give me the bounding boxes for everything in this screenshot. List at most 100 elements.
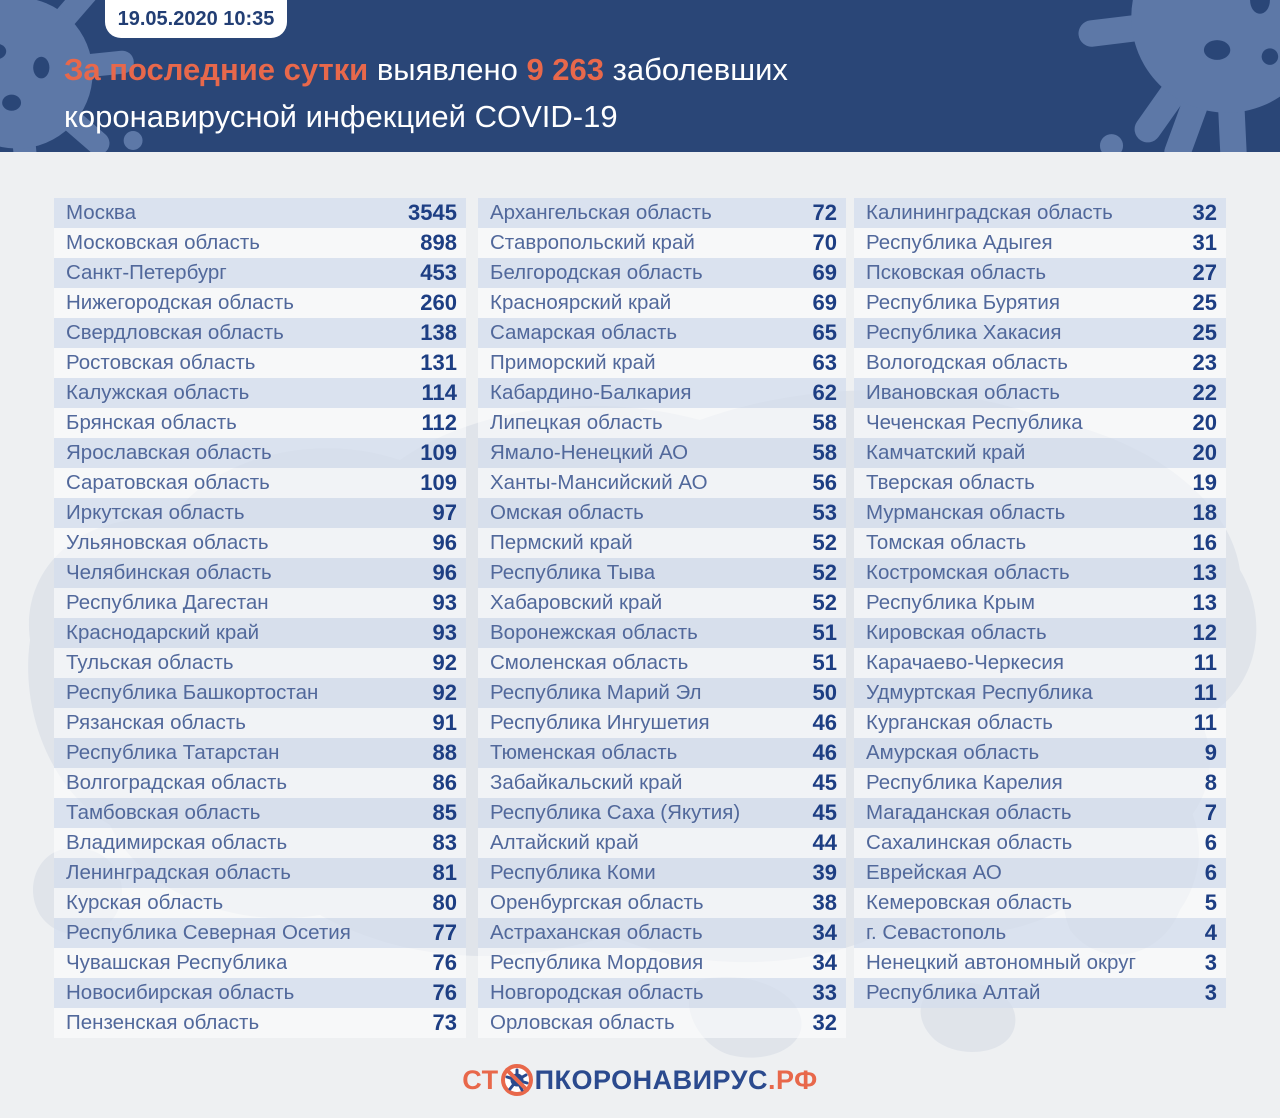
- region-name: Ставропольский край: [490, 231, 695, 254]
- region-value: 97: [432, 500, 457, 525]
- table-row: Республика Хакасия 25: [854, 318, 1226, 348]
- table-row: Пермский край 52: [478, 528, 846, 558]
- region-name: Приморский край: [490, 351, 656, 374]
- region-name: Ямало-Ненецкий АО: [490, 441, 689, 464]
- region-value: 5: [1204, 890, 1217, 915]
- region-name: Республика Северная Осетия: [66, 921, 351, 944]
- table-row: Республика Северная Осетия 77: [54, 918, 466, 948]
- table-row: Орловская область 32: [478, 1008, 846, 1038]
- table-row: Калужская область 114: [54, 378, 466, 408]
- region-value: 92: [432, 680, 457, 705]
- logo-mid: ПКОРОНАВИРУС: [534, 1064, 768, 1095]
- region-name: Республика Крым: [866, 591, 1035, 614]
- region-value: 109: [420, 440, 457, 465]
- region-name: Новосибирская область: [66, 981, 295, 1004]
- table-row: Республика Саха (Якутия) 45: [478, 798, 846, 828]
- table-row: Сахалинская область 6: [854, 828, 1226, 858]
- region-name: Чеченская Республика: [866, 411, 1083, 434]
- region-name: Рязанская область: [66, 711, 246, 734]
- table-row: Республика Карелия 8: [854, 768, 1226, 798]
- title-line2: коронавирусной инфекцией COVID-19: [64, 99, 618, 134]
- region-name: Сахалинская область: [866, 831, 1073, 854]
- table-row: Ростовская область 131: [54, 348, 466, 378]
- region-value: 45: [812, 770, 837, 795]
- region-value: 77: [432, 920, 457, 945]
- region-value: 72: [812, 200, 837, 225]
- region-value: 51: [812, 650, 837, 675]
- table-column-3: Калининградская область 32 Республика Адыг…: [854, 198, 1226, 1008]
- region-value: 46: [812, 710, 837, 735]
- region-value: 52: [812, 530, 837, 555]
- region-name: Санкт-Петербург: [66, 261, 227, 284]
- region-name: Республика Татарстан: [66, 741, 280, 764]
- region-value: 34: [812, 920, 837, 945]
- table-row: Калининградская область 32: [854, 198, 1226, 228]
- table-row: г. Севастополь 4: [854, 918, 1226, 948]
- table-row: Воронежская область 51: [478, 618, 846, 648]
- region-value: 56: [812, 470, 837, 495]
- region-name: Московская область: [66, 231, 260, 254]
- region-name: Астраханская область: [490, 921, 703, 944]
- table-row: Санкт-Петербург 453: [54, 258, 466, 288]
- table-row: Республика Башкортостан 92: [54, 678, 466, 708]
- region-value: 131: [420, 350, 457, 375]
- table-row: Еврейская АО 6: [854, 858, 1226, 888]
- region-name: Воронежская область: [490, 621, 698, 644]
- title-accent-period: За последние сутки: [64, 52, 369, 87]
- table-row: Ярославская область 109: [54, 438, 466, 468]
- table-row: Ленинградская область 81: [54, 858, 466, 888]
- table-row: Республика Тыва 52: [478, 558, 846, 588]
- region-value: 898: [420, 230, 457, 255]
- region-value: 58: [812, 410, 837, 435]
- region-value: 112: [421, 410, 458, 435]
- region-value: 93: [432, 590, 457, 615]
- region-value: 91: [432, 710, 457, 735]
- table-column-1: Москва 3545 Московская область 898 Санкт-Пет…: [54, 198, 466, 1038]
- region-value: 32: [1192, 200, 1217, 225]
- table-row: Омская область 53: [478, 498, 846, 528]
- table-row: Республика Марий Эл 50: [478, 678, 846, 708]
- region-name: Камчатский край: [866, 441, 1026, 464]
- table-row: Курганская область 11: [854, 708, 1226, 738]
- region-name: Удмуртская Республика: [866, 681, 1093, 704]
- region-name: Калужская область: [66, 381, 250, 404]
- table-row: Ставропольский край 70: [478, 228, 846, 258]
- region-name: Пензенская область: [66, 1011, 260, 1034]
- table-row: Республика Мордовия 34: [478, 948, 846, 978]
- region-value: 51: [812, 620, 837, 645]
- table-row: Ямало-Ненецкий АО 58: [478, 438, 846, 468]
- region-name: Чувашская Республика: [66, 951, 288, 974]
- region-value: 92: [432, 650, 457, 675]
- table-row: Ивановская область 22: [854, 378, 1226, 408]
- region-name: Омская область: [490, 501, 644, 524]
- region-value: 11: [1193, 680, 1217, 705]
- table-column-2: Архангельская область 72 Ставропольский кр…: [478, 198, 846, 1038]
- table-row: Курская область 80: [54, 888, 466, 918]
- region-value: 32: [812, 1010, 837, 1035]
- table-row: Липецкая область 58: [478, 408, 846, 438]
- region-value: 25: [1192, 290, 1217, 315]
- region-name: Красноярский край: [490, 291, 672, 314]
- region-value: 63: [812, 350, 837, 375]
- region-name: Амурская область: [866, 741, 1040, 764]
- region-name: Костромская область: [866, 561, 1070, 584]
- table-row: Республика Адыгея 31: [854, 228, 1226, 258]
- region-value: 34: [812, 950, 837, 975]
- table-row: Костромская область 13: [854, 558, 1226, 588]
- table-row: Кемеровская область 5: [854, 888, 1226, 918]
- region-value: 96: [432, 560, 457, 585]
- table-row: Республика Дагестан 93: [54, 588, 466, 618]
- table-row: Краснодарский край 93: [54, 618, 466, 648]
- region-value: 31: [1192, 230, 1217, 255]
- table-row: Москва 3545: [54, 198, 466, 228]
- table-row: Владимирская область 83: [54, 828, 466, 858]
- region-name: Самарская область: [490, 321, 678, 344]
- region-name: Хабаровский край: [490, 591, 663, 614]
- table-row: Тамбовская область 85: [54, 798, 466, 828]
- region-name: Калининградская область: [866, 201, 1113, 224]
- region-name: Республика Мордовия: [490, 951, 704, 974]
- region-name: Ивановская область: [866, 381, 1060, 404]
- page-title: За последние сутки выявлено 9 263 заболе…: [64, 46, 1214, 140]
- table-row: Волгоградская область 86: [54, 768, 466, 798]
